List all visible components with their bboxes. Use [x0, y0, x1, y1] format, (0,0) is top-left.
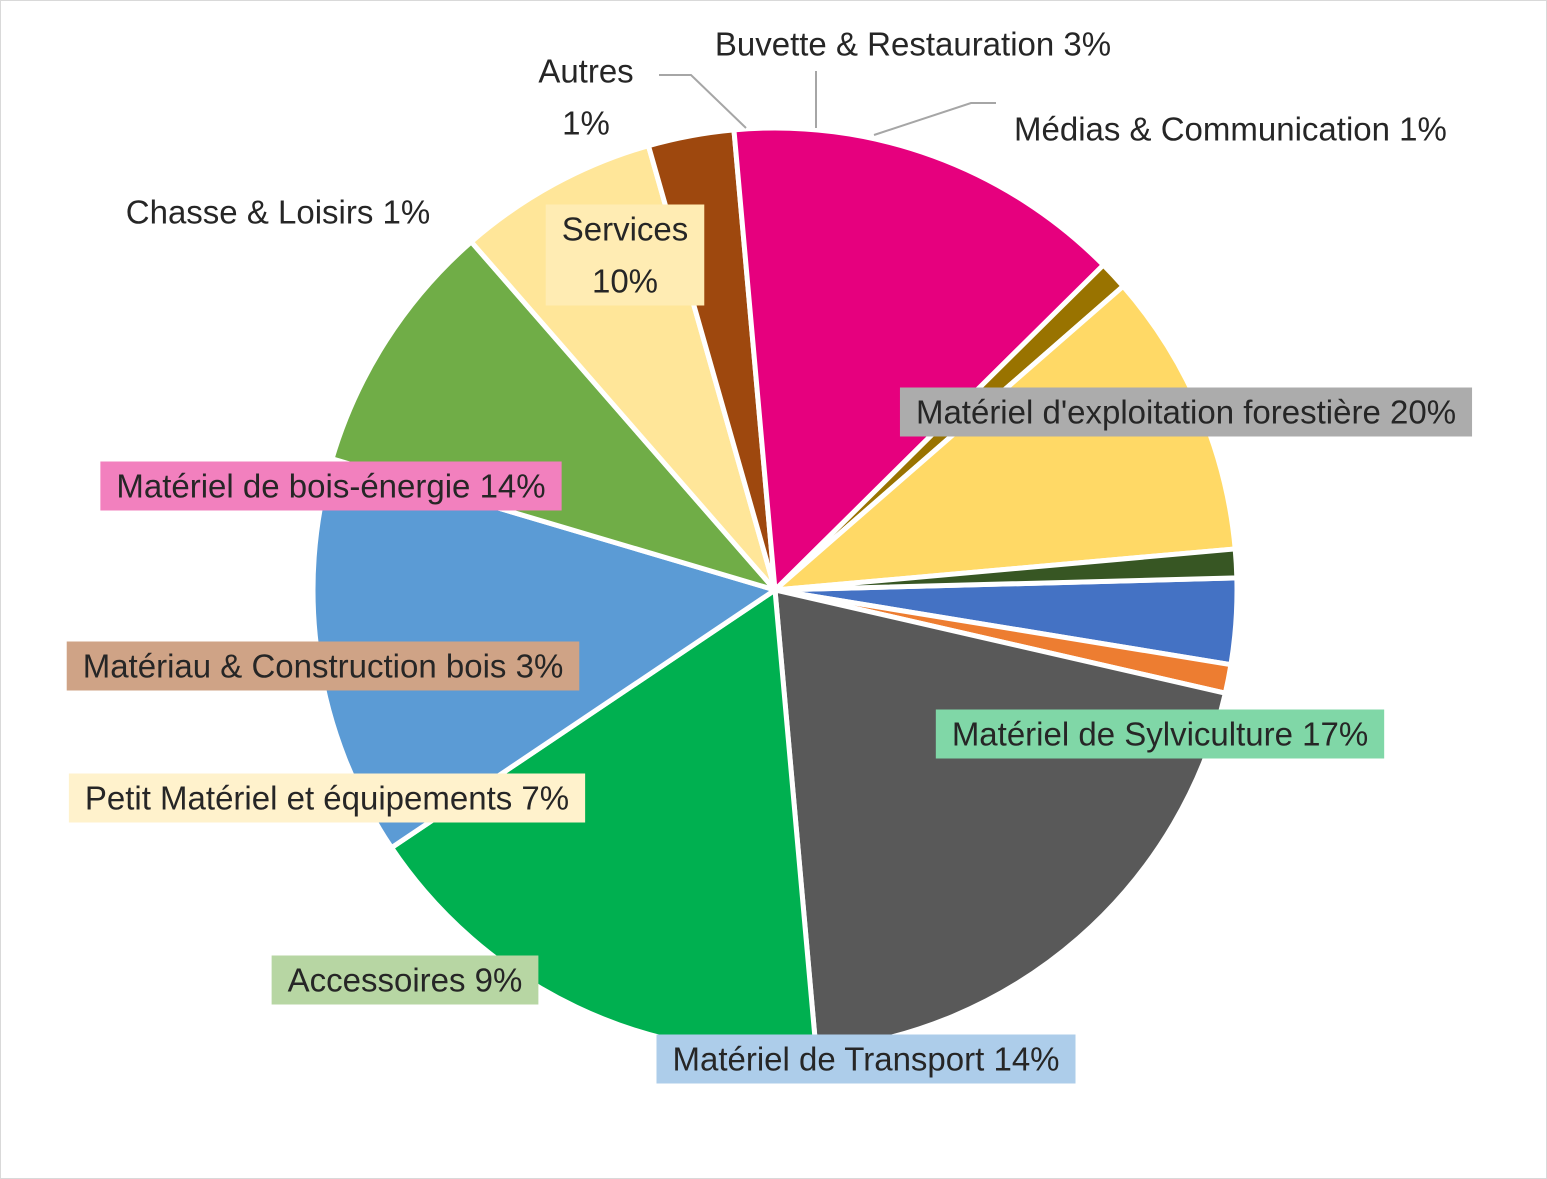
label-text: Matériel de bois-énergie 14% — [116, 468, 545, 505]
label-text: Matériau & Construction bois 3% — [83, 648, 564, 685]
data-labels: Buvette & Restauration 3% Médias & Commun… — [66, 26, 1473, 1084]
pie-slice-accessoires — [329, 239, 778, 593]
label-text: Matériel de Transport 14% — [672, 1041, 1059, 1078]
label-text: Services — [562, 211, 689, 248]
label-background — [68, 773, 586, 823]
data-label-materiel-de-transport: Matériel de Transport 14% — [656, 1034, 1076, 1084]
label-background — [935, 709, 1385, 759]
label-background — [100, 461, 562, 511]
label-percent: 1% — [562, 105, 610, 142]
label-percent: 10% — [592, 263, 658, 300]
label-background — [899, 387, 1473, 437]
label-text: Matériel de Sylviculture 17% — [952, 716, 1368, 753]
data-label-materiau-construction-bois: Matériau & Construction bois 3% — [66, 641, 580, 691]
data-label-medias-communication: Médias & Communication 1% — [1014, 111, 1447, 148]
label-background — [66, 641, 580, 691]
data-label-services: Services 10% — [545, 204, 705, 306]
label-text: Buvette & Restauration 3% — [715, 26, 1111, 63]
pie-slices — [310, 125, 1240, 1055]
label-background — [656, 1034, 1076, 1084]
data-label-autres: Autres 1% — [538, 53, 633, 142]
leader-lines — [659, 71, 996, 136]
pie-slice-autres — [772, 546, 1240, 593]
data-label-accessoires: Accessoires 9% — [271, 955, 539, 1005]
label-text: Accessoires 9% — [288, 962, 523, 999]
label-text: Médias & Communication 1% — [1014, 111, 1447, 148]
label-text: Petit Matériel et équipements 7% — [85, 780, 569, 817]
data-label-chasse-loisirs: Chasse & Loisirs 1% — [126, 194, 430, 231]
label-background — [271, 955, 539, 1005]
leader-line-autres — [659, 74, 747, 129]
label-text: Matériel d'exploitation forestière 20% — [916, 394, 1456, 431]
label-text: Chasse & Loisirs 1% — [126, 194, 430, 231]
data-label-petit-materiel-et-equipements: Petit Matériel et équipements 7% — [68, 773, 586, 823]
label-background — [545, 204, 705, 306]
leader-line-medias-communication — [873, 102, 996, 136]
pie-slice-materiel-de-bois-energie — [731, 125, 1106, 593]
data-label-materiel-de-sylviculture: Matériel de Sylviculture 17% — [935, 709, 1385, 759]
data-label-buvette-restauration: Buvette & Restauration 3% — [715, 26, 1111, 63]
data-label-materiel-de-bois-energie: Matériel de bois-énergie 14% — [100, 461, 562, 511]
data-label-materiel-d-exploitation-forestiere: Matériel d'exploitation forestière 20% — [899, 387, 1473, 437]
label-text: Autres — [538, 53, 633, 90]
